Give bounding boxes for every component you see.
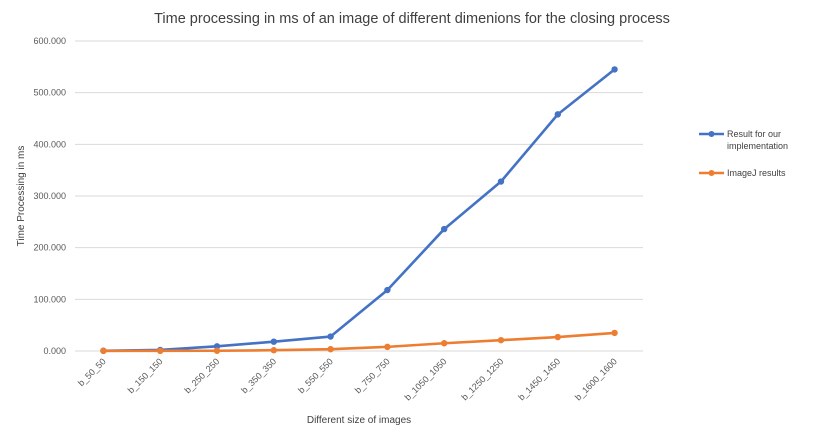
legend-item: ImageJ results bbox=[699, 168, 786, 178]
x-tick-label: b_1250_1250 bbox=[459, 356, 505, 402]
data-point bbox=[384, 286, 391, 294]
series-line bbox=[102, 331, 616, 353]
legend-item: Result for our implementation bbox=[699, 129, 788, 151]
y-tick-label: 0.000 bbox=[43, 346, 66, 356]
data-point bbox=[554, 333, 561, 341]
data-point bbox=[554, 111, 561, 118]
data-point bbox=[213, 347, 221, 354]
y-tick-label: 500.000 bbox=[33, 88, 66, 98]
y-tick-label: 200.000 bbox=[33, 243, 66, 253]
series-lines bbox=[100, 66, 618, 355]
legend-label: ImageJ results bbox=[727, 168, 786, 178]
series-line bbox=[102, 68, 616, 353]
data-point bbox=[327, 333, 334, 340]
x-axis-tick-labels: b_50_50 b_150_150 b_250_250 b_350_350 b_550_… bbox=[76, 356, 619, 402]
chart-title: Time processing in ms of an image of dif… bbox=[154, 11, 670, 27]
data-point bbox=[384, 343, 391, 351]
y-tick-label: 100.000 bbox=[33, 294, 66, 304]
legend: Result for our implementation ImageJ resul… bbox=[699, 129, 788, 178]
y-tick-label: 600.000 bbox=[33, 36, 66, 46]
x-tick-label: b_350_350 bbox=[239, 356, 278, 395]
data-point bbox=[441, 225, 448, 233]
y-tick-label: 400.000 bbox=[33, 139, 66, 149]
data-point bbox=[213, 343, 221, 350]
series-1 bbox=[100, 66, 618, 354]
series-2 bbox=[100, 329, 618, 355]
x-tick-label: b_250_250 bbox=[182, 356, 221, 395]
legend-marker bbox=[708, 131, 715, 137]
legend-label: Result for our implementation bbox=[727, 129, 788, 151]
x-tick-label: b_150_150 bbox=[126, 356, 165, 395]
y-axis-title: Time Processing in ms bbox=[16, 146, 27, 247]
x-tick-label: b_750_750 bbox=[353, 356, 392, 395]
y-axis-tick-labels: 0.000 100.000 200.000 300.000 400.000 500.000… bbox=[33, 36, 66, 356]
x-tick-label: b_1600_1600 bbox=[573, 356, 619, 402]
data-point bbox=[441, 340, 448, 347]
legend-marker bbox=[708, 170, 715, 176]
data-point bbox=[497, 336, 505, 344]
x-tick-label: b_550_550 bbox=[296, 356, 335, 395]
data-point bbox=[497, 178, 505, 185]
y-tick-label: 300.000 bbox=[33, 191, 66, 201]
x-tick-label: b_1450_1450 bbox=[516, 356, 562, 402]
data-point bbox=[270, 347, 277, 354]
data-point bbox=[100, 347, 107, 355]
data-point bbox=[327, 345, 334, 353]
gridlines bbox=[75, 40, 643, 352]
data-point bbox=[611, 66, 618, 73]
x-tick-label: b_50_50 bbox=[76, 356, 108, 388]
data-point bbox=[157, 347, 164, 355]
x-tick-label: b_1050_1050 bbox=[403, 356, 449, 402]
data-point bbox=[270, 338, 277, 345]
x-axis-title: Different size of images bbox=[307, 415, 411, 426]
data-point bbox=[611, 329, 618, 337]
